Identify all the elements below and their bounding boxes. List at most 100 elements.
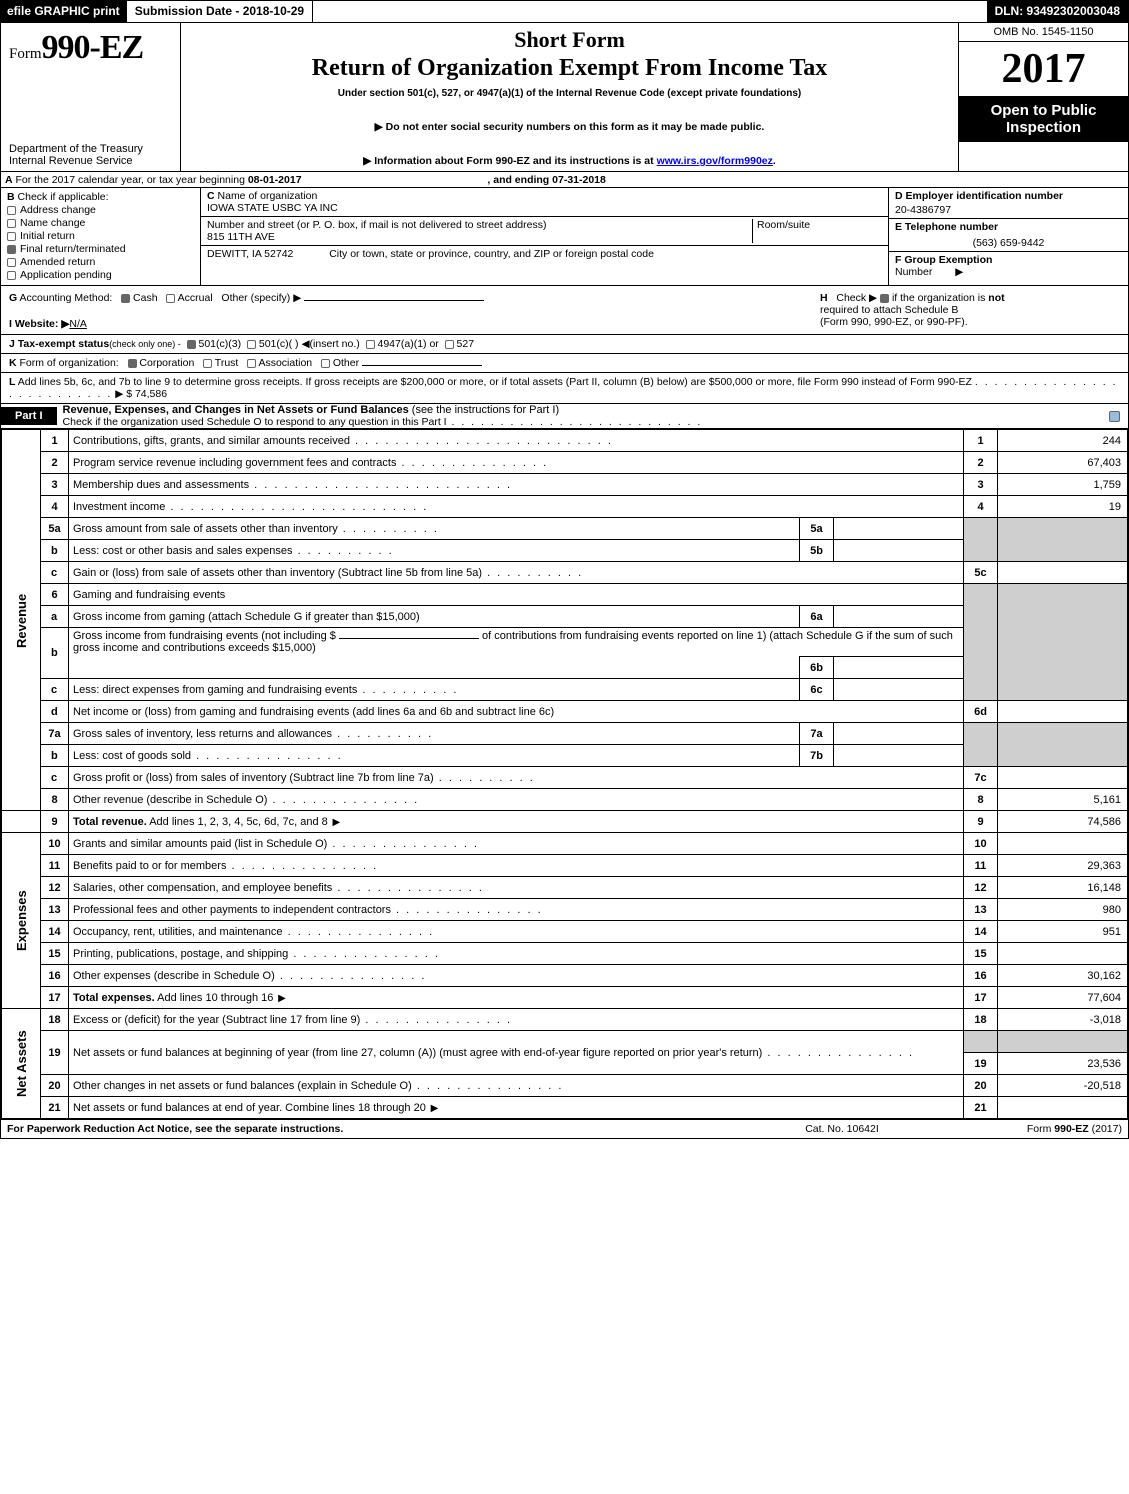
line-value: 19 xyxy=(998,496,1128,518)
f-label2: Number xyxy=(895,266,932,278)
line-11: 11 Benefits paid to or for members 11 29… xyxy=(2,855,1128,877)
h-text1: Check ▶ xyxy=(836,292,877,304)
line-rnum: 13 xyxy=(964,899,998,921)
other-line xyxy=(304,300,484,301)
c-city-main: DEWITT, IA 52742 City or town, state or … xyxy=(207,248,882,260)
footer-form-no: 990-EZ xyxy=(1054,1123,1088,1135)
form-number-big: 990-EZ xyxy=(42,29,144,66)
c-name-row: C Name of organization IOWA STATE USBC Y… xyxy=(201,188,888,217)
line-value: -3,018 xyxy=(998,1009,1128,1031)
check-address-change[interactable]: Address change xyxy=(7,204,194,216)
check-application-pending[interactable]: Application pending xyxy=(7,269,194,281)
open-line2: Inspection xyxy=(963,119,1124,136)
check-label: Address change xyxy=(20,204,96,216)
blank-line xyxy=(339,638,479,639)
line-5c: c Gain or (loss) from sale of assets oth… xyxy=(2,562,1128,584)
line-4: 4 Investment income 4 19 xyxy=(2,496,1128,518)
line-value xyxy=(998,701,1128,723)
line-value: 29,363 xyxy=(998,855,1128,877)
checkbox-icon[interactable] xyxy=(880,294,889,303)
line-desc: Printing, publications, postage, and shi… xyxy=(69,943,964,965)
gray-cell xyxy=(998,1031,1128,1053)
line-text: Occupancy, rent, utilities, and maintena… xyxy=(73,926,283,938)
line-desc: Gross income from gaming (attach Schedul… xyxy=(69,606,800,628)
check-label: Application pending xyxy=(20,269,112,281)
line-desc: Other expenses (describe in Schedule O) xyxy=(69,965,964,987)
line-text-bold: Total expenses. xyxy=(73,992,155,1004)
checkbox-icon[interactable] xyxy=(366,340,375,349)
checkbox-icon[interactable] xyxy=(128,359,137,368)
checkbox-icon[interactable] xyxy=(187,340,196,349)
dots xyxy=(482,567,583,579)
f-label: F Group Exemption xyxy=(895,254,992,266)
line-desc: Net assets or fund balances at end of ye… xyxy=(69,1097,964,1119)
radio-icon[interactable] xyxy=(166,294,175,303)
line-num: d xyxy=(41,701,69,723)
info-link[interactable]: www.irs.gov/form990ez xyxy=(657,155,773,167)
line-rnum: 4 xyxy=(964,496,998,518)
dots xyxy=(332,728,433,740)
check-initial-return[interactable]: Initial return xyxy=(7,230,194,242)
line-value: 980 xyxy=(998,899,1128,921)
dots xyxy=(332,882,484,894)
k-text: Form of organization: xyxy=(20,357,119,369)
footer-notice: For Paperwork Reduction Act Notice, see … xyxy=(7,1123,742,1135)
line-value: 5,161 xyxy=(998,789,1128,811)
checkbox-icon[interactable] xyxy=(247,359,256,368)
dots xyxy=(191,750,343,762)
row-l: L Add lines 5b, 6c, and 7b to line 9 to … xyxy=(1,373,1128,404)
line-text: Gain or (loss) from sale of assets other… xyxy=(73,567,482,579)
d-label: D Employer identification number xyxy=(895,190,1063,202)
line-text: Gross amount from sale of assets other t… xyxy=(73,523,338,535)
line-5b: b Less: cost or other basis and sales ex… xyxy=(2,540,1128,562)
k-assoc: Association xyxy=(258,357,312,369)
checkbox-icon xyxy=(7,258,16,267)
check-name-change[interactable]: Name change xyxy=(7,217,194,229)
line-num: 21 xyxy=(41,1097,69,1119)
g-accrual: Accrual xyxy=(178,292,213,304)
donot-line: ▶ Do not enter social security numbers o… xyxy=(189,121,950,133)
l-amount: $ 74,586 xyxy=(126,388,167,400)
e-phone: E Telephone number (563) 659-9442 xyxy=(889,219,1128,252)
line-desc: Less: cost or other basis and sales expe… xyxy=(69,540,800,562)
line-desc: Contributions, gifts, grants, and simila… xyxy=(69,430,964,452)
line-desc: Total expenses. Add lines 10 through 16 xyxy=(69,987,964,1009)
checkbox-icon[interactable] xyxy=(203,359,212,368)
inner-val xyxy=(834,606,964,628)
check-amended-return[interactable]: Amended return xyxy=(7,256,194,268)
checkbox-icon[interactable] xyxy=(445,340,454,349)
i-label: I Website: ▶ xyxy=(9,318,69,330)
gray-cell xyxy=(998,518,1128,562)
line-num: 9 xyxy=(41,811,69,833)
checkbox-icon[interactable] xyxy=(321,359,330,368)
checkbox-icon[interactable] xyxy=(247,340,256,349)
radio-icon[interactable] xyxy=(121,294,130,303)
dept-line1: Department of the Treasury xyxy=(9,143,174,155)
line-5a: 5a Gross amount from sale of assets othe… xyxy=(2,518,1128,540)
line-6d: d Net income or (loss) from gaming and f… xyxy=(2,701,1128,723)
line-rnum: 11 xyxy=(964,855,998,877)
open-line1: Open to Public xyxy=(963,102,1124,119)
end-date: 07-31-2018 xyxy=(552,174,606,186)
line-num: 2 xyxy=(41,452,69,474)
line-3: 3 Membership dues and assessments 3 1,75… xyxy=(2,474,1128,496)
j-501c: 501(c)( ) xyxy=(259,338,299,350)
spacer xyxy=(313,1,986,22)
dots-arrow xyxy=(328,816,342,828)
line-value: 16,148 xyxy=(998,877,1128,899)
top-bar: efile GRAPHIC print Submission Date - 20… xyxy=(1,1,1128,23)
letter-k: K xyxy=(9,357,17,369)
check-final-return[interactable]: Final return/terminated xyxy=(7,243,194,255)
line-text: Printing, publications, postage, and shi… xyxy=(73,948,288,960)
line-7a: 7a Gross sales of inventory, less return… xyxy=(2,723,1128,745)
line-rnum: 14 xyxy=(964,921,998,943)
submission-date: Submission Date - 2018-10-29 xyxy=(127,1,313,22)
part1-checkbox[interactable] xyxy=(1109,411,1120,422)
line-num: 12 xyxy=(41,877,69,899)
inner-num: 6a xyxy=(800,606,834,628)
row-a-content: A For the 2017 calendar year, or tax yea… xyxy=(5,174,606,186)
line-value xyxy=(998,943,1128,965)
line-num: 15 xyxy=(41,943,69,965)
f-arrow: ▶ xyxy=(935,266,963,278)
line-num: 11 xyxy=(41,855,69,877)
